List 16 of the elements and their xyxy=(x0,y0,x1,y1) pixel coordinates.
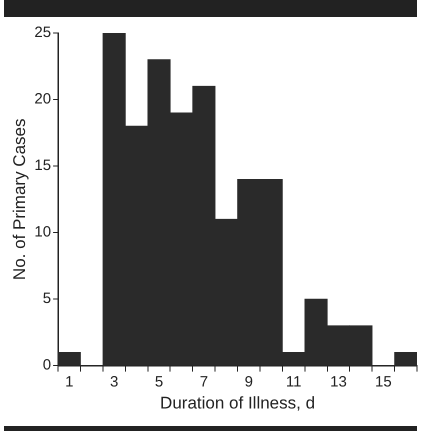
x-tick-label: 9 xyxy=(244,374,253,391)
x-tick-label: 1 xyxy=(65,374,74,391)
x-axis-title: Duration of Illness, d xyxy=(160,393,316,412)
x-tick-label: 5 xyxy=(154,374,164,391)
x-tick-label: 15 xyxy=(375,374,392,391)
x-tick-label: 13 xyxy=(330,374,347,391)
y-tick-label: 0 xyxy=(42,356,52,374)
x-tick-label: 11 xyxy=(286,374,302,391)
y-tick-label: 20 xyxy=(34,90,52,108)
x-tick-label: 7 xyxy=(200,374,208,391)
y-axis-title: No. of Primary Cases xyxy=(10,118,29,280)
x-tick-label: 3 xyxy=(110,374,118,391)
y-tick-label: 5 xyxy=(42,290,52,308)
y-tick-label: 25 xyxy=(34,24,52,42)
y-tick-label: 10 xyxy=(34,224,52,241)
y-tick-label: 15 xyxy=(34,157,52,174)
